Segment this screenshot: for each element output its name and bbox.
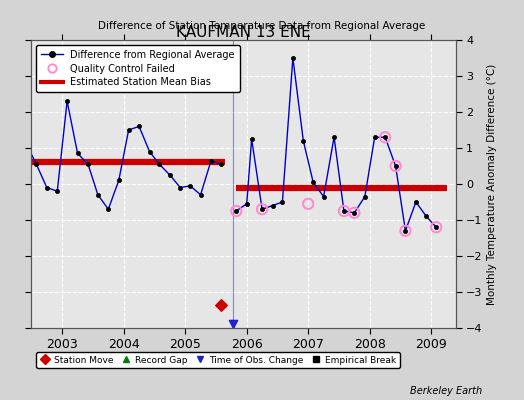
Point bbox=[228, 320, 237, 327]
Point bbox=[258, 206, 266, 212]
Point bbox=[304, 201, 312, 207]
Point bbox=[401, 228, 410, 234]
Point bbox=[381, 134, 389, 140]
Text: Difference of Station Temperature Data from Regional Average: Difference of Station Temperature Data f… bbox=[99, 21, 425, 31]
Point bbox=[232, 208, 241, 214]
Title: KAUFMAN 13 ENE: KAUFMAN 13 ENE bbox=[176, 25, 311, 40]
Point bbox=[432, 224, 440, 230]
Legend: Station Move, Record Gap, Time of Obs. Change, Empirical Break: Station Move, Record Gap, Time of Obs. C… bbox=[36, 352, 400, 368]
Y-axis label: Monthly Temperature Anomaly Difference (°C): Monthly Temperature Anomaly Difference (… bbox=[487, 63, 497, 305]
Point bbox=[217, 302, 225, 308]
Point bbox=[340, 208, 348, 214]
Point bbox=[391, 163, 400, 169]
Point bbox=[350, 210, 358, 216]
Text: Berkeley Earth: Berkeley Earth bbox=[410, 386, 482, 396]
